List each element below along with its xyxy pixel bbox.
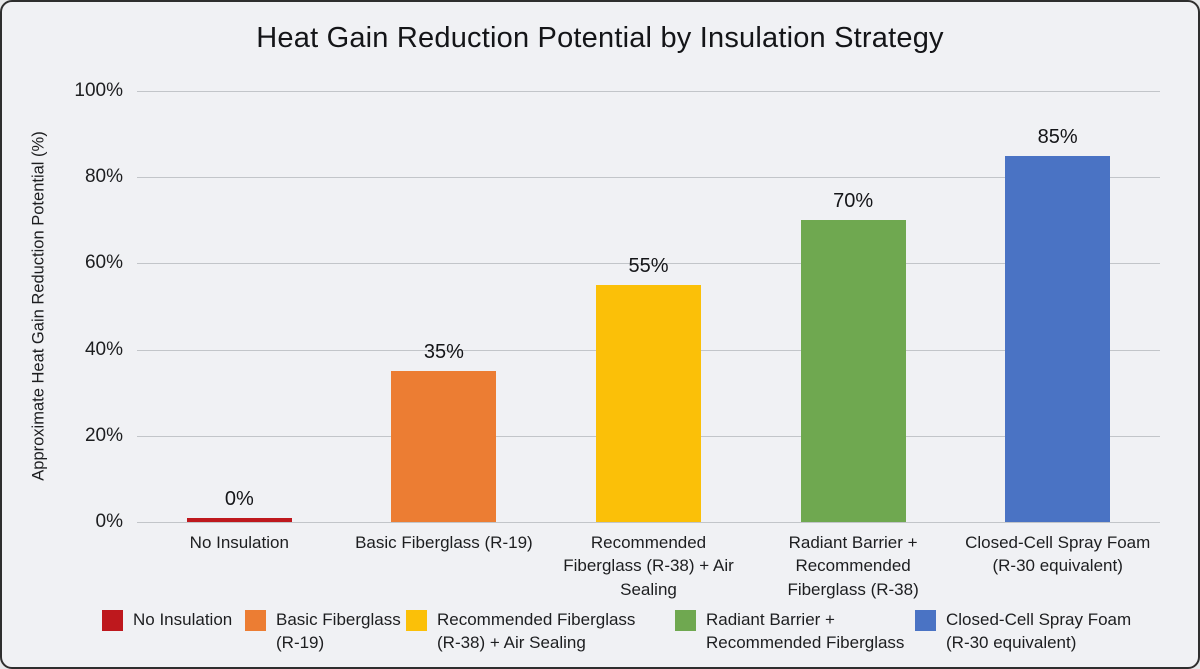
bar-recommended (596, 284, 701, 522)
legend-swatch-no-insulation (102, 610, 123, 631)
legend-item-basic-fiberglass: Basic Fiberglass (R-19) (245, 609, 401, 655)
gridline-100 (137, 91, 1160, 92)
bar-basic-fiberglass-r-19 (391, 371, 497, 522)
legend-item-recommended-fiberglass: Recommended Fiberglass (R-38) + Air Seal… (406, 609, 635, 655)
legend-swatch-recommended-fiberglass (406, 610, 427, 631)
gridline-60 (137, 263, 1160, 265)
bar-value-label-no-insulation: 0% (224, 488, 254, 510)
x-axis-label-closed-cell-spray-foam: Closed-Cell Spray Foam (R-30 equivalent) (965, 533, 1151, 576)
legend-label-no-insulation: No Insulation (133, 610, 233, 629)
bar-value-label-radiant-barrier: 70% (833, 190, 874, 213)
x-axis-label-radiant-barrier: Radiant Barrier + Recommended Fiberglass… (787, 533, 919, 599)
y-tick-label-80: 80% (84, 166, 123, 188)
x-axis-label-no-insulation: No Insulation (189, 533, 289, 552)
bar-value-label-recommended: 55% (628, 254, 669, 277)
y-tick-label-20: 20% (84, 424, 123, 446)
y-tick-label-100: 100% (74, 80, 123, 101)
legend-swatch-basic-fiberglass (245, 610, 266, 631)
bar-value-label-closed-cell-spray-foam: 85% (1037, 125, 1078, 148)
gridline-0 (137, 522, 1160, 523)
chart-title: Heat Gain Reduction Potential by Insulat… (256, 22, 944, 54)
bar-radiant-barrier (800, 220, 906, 522)
legend-swatch-radiant-barrier (675, 610, 696, 631)
legend-label-recommended-fiberglass: Recommended Fiberglass (R-38) + Air Seal… (437, 610, 636, 652)
legend-item-no-insulation: No Insulation (102, 609, 232, 632)
bar-value-label-basic-fiberglass-r-19: 35% (423, 341, 464, 364)
y-tick-label-0: 0% (95, 511, 123, 532)
y-tick-label-40: 40% (84, 338, 123, 360)
gridline-80 (137, 177, 1160, 179)
legend-label-basic-fiberglass: Basic Fiberglass (R-19) (276, 610, 401, 652)
legend-label-radiant-barrier: Radiant Barrier + Recommended Fiberglass (706, 610, 905, 652)
plot-area: 0% 20% 40% 60% 80% 100% 0% No Insulation 35% Basi… (74, 80, 1160, 599)
x-axis-label-recommended: Recommended Fiberglass (R-38) + Air Seal… (563, 533, 734, 599)
y-axis-title: Approximate Heat Gain Reduction Potentia… (29, 131, 48, 481)
bar-closed-cell-spray-foam (1005, 155, 1111, 522)
y-tick-label-60: 60% (84, 252, 123, 274)
x-axis-label-basic-fiberglass-r-19: Basic Fiberglass (R-19) (355, 533, 533, 552)
bar-no-insulation (186, 518, 292, 522)
legend-item-radiant-barrier: Radiant Barrier + Recommended Fiberglass (675, 609, 904, 655)
legend-item-closed-cell-spray-foam: Closed-Cell Spray Foam (R-30 equivalent) (915, 609, 1131, 655)
legend-label-closed-cell-spray-foam: Closed-Cell Spray Foam (R-30 equivalent) (946, 610, 1132, 652)
legend-swatch-closed-cell-spray-foam (915, 610, 936, 631)
